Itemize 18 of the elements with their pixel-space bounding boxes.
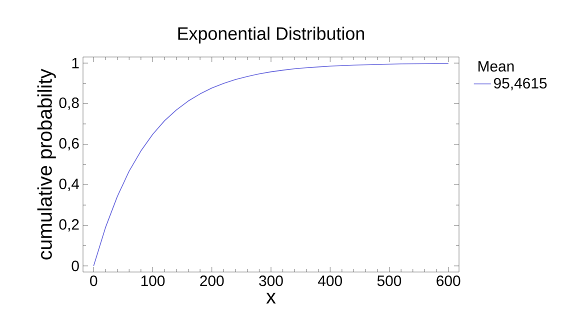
x-tick-label: 600 bbox=[436, 276, 460, 286]
y-tick-label: 0,4 bbox=[59, 178, 80, 191]
y-tick-label: 0 bbox=[72, 260, 79, 272]
x-tick-label: 500 bbox=[377, 276, 402, 286]
y-tick-label: 1 bbox=[72, 58, 79, 68]
legend-title: Mean bbox=[478, 61, 514, 72]
x-tick-label: 0 bbox=[90, 276, 98, 286]
legend-label: 95,4615 bbox=[494, 78, 547, 90]
y-tick-label: 0,2 bbox=[59, 219, 79, 232]
x-tick-label: 300 bbox=[259, 276, 283, 286]
y-axis-title: cumulative probability bbox=[37, 68, 56, 260]
chart-title: Exponential Distribution bbox=[178, 26, 364, 44]
x-axis-title: x bbox=[266, 292, 276, 304]
x-tick-label: 100 bbox=[141, 276, 165, 286]
x-tick-label: 400 bbox=[318, 276, 342, 286]
y-tick-label: 0,8 bbox=[59, 97, 79, 110]
y-tick-label: 0,6 bbox=[59, 138, 79, 150]
x-tick-label: 200 bbox=[200, 276, 224, 286]
